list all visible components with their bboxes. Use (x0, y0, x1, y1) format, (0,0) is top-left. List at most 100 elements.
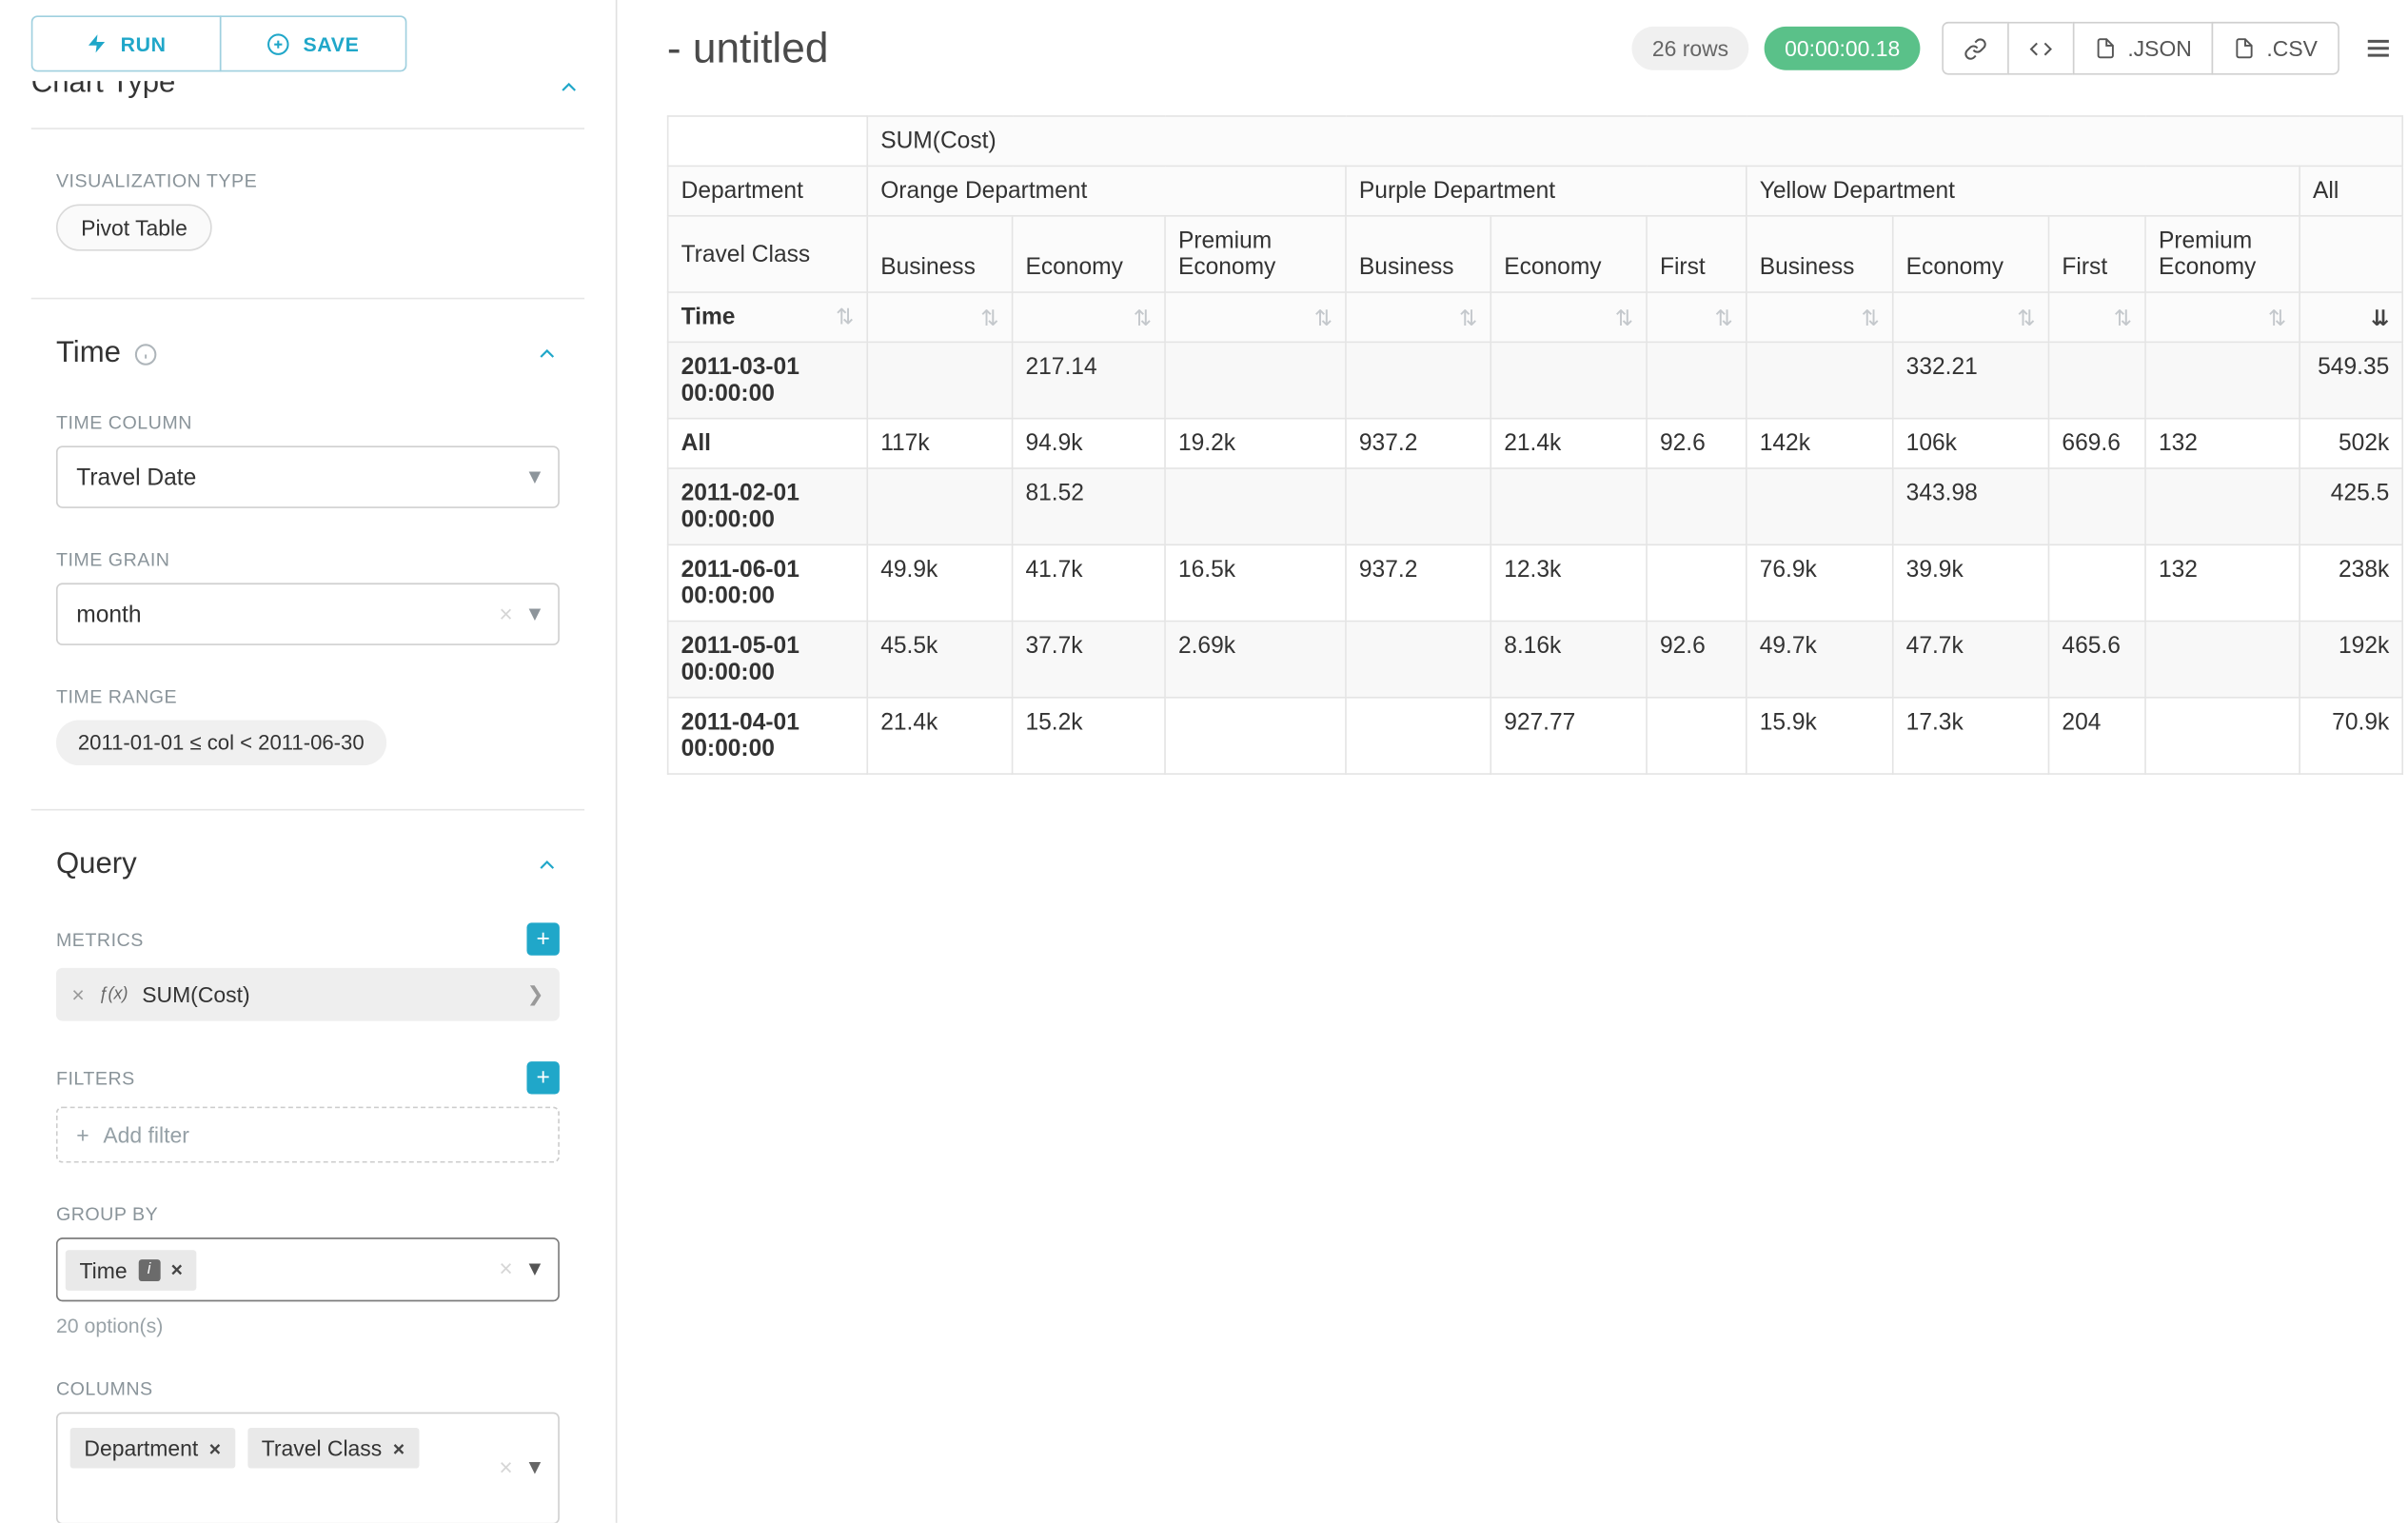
columns-select[interactable]: Department × Travel Class × × ▼ (56, 1413, 560, 1523)
sort-cell: ⇅ (1747, 292, 1893, 342)
value-cell (2048, 468, 2145, 544)
clear-icon[interactable]: × (499, 601, 512, 627)
sort-icon[interactable]: ⇅ (1314, 307, 1332, 332)
row-header: 2011-04-01 00:00:00 (668, 698, 868, 774)
file-icon (2095, 37, 2117, 59)
value-cell (867, 342, 1012, 418)
chevron-up-icon[interactable] (535, 853, 560, 878)
table-row: 2011-03-01 00:00:00217.14332.21549.35 (668, 342, 2403, 418)
value-cell (1346, 698, 1490, 774)
clear-icon[interactable]: × (499, 1455, 512, 1482)
menu-button[interactable] (2359, 28, 2399, 69)
sort-icon[interactable]: ⇅ (836, 307, 854, 328)
chart-type-heading-text: Chart Type (31, 81, 584, 101)
add-filter-button[interactable]: + Add filter (56, 1107, 560, 1163)
value-cell: 142k (1747, 419, 1893, 468)
value-cell: 17.3k (1893, 698, 2049, 774)
row-header: 2011-02-01 00:00:00 (668, 468, 868, 544)
query-section-header: Query (56, 848, 560, 882)
column-leaf-header: Premium Economy (1165, 216, 1346, 292)
embed-code-button[interactable] (2007, 22, 2074, 75)
value-cell (2048, 544, 2145, 621)
metric-chip[interactable]: × ƒ(x) SUM(Cost) ❯ (56, 968, 560, 1021)
column-leaf-header: Economy (1013, 216, 1165, 292)
share-link-button[interactable] (1942, 22, 2008, 75)
clear-icon[interactable]: × (499, 1256, 512, 1283)
remove-chip-icon[interactable]: × (393, 1436, 405, 1460)
chevron-right-icon[interactable]: ❯ (527, 982, 544, 1006)
value-cell (1346, 622, 1490, 698)
sort-icon[interactable]: ⇅ (980, 307, 998, 332)
add-metric-button[interactable]: + (526, 922, 559, 955)
time-column-select[interactable]: Travel Date ▼ (56, 445, 560, 508)
function-icon: ƒ(x) (98, 985, 128, 1004)
visualization-type-pill[interactable]: Pivot Table (56, 205, 212, 251)
value-cell: 21.4k (1490, 419, 1647, 468)
value-cell: 94.9k (1013, 419, 1165, 468)
value-cell: 92.6 (1647, 622, 1747, 698)
value-cell (1165, 468, 1346, 544)
divider (31, 128, 584, 129)
chevron-up-icon[interactable] (535, 342, 560, 366)
info-icon[interactable] (133, 342, 157, 366)
link-icon (1964, 36, 1987, 60)
time-range-pill[interactable]: 2011-01-01 ≤ col < 2011-06-30 (56, 721, 386, 765)
sort-icon[interactable]: ⇅ (2017, 307, 2035, 332)
sort-icon[interactable]: ⇅ (1134, 307, 1152, 332)
columns-chip[interactable]: Travel Class × (247, 1428, 419, 1469)
sort-cell: ⇅ (1346, 292, 1490, 342)
export-csv-button[interactable]: .CSV (2212, 22, 2339, 75)
pivot-corner-cell (668, 116, 868, 166)
column-group-header: Orange Department (867, 166, 1346, 215)
remove-metric-icon[interactable]: × (71, 982, 84, 1007)
add-filter-plus-button[interactable]: + (526, 1061, 559, 1094)
column-leaf-header: Business (1747, 216, 1893, 292)
save-button[interactable]: SAVE (220, 15, 407, 71)
table-row: 2011-06-01 00:00:0049.9k41.7k16.5k937.21… (668, 544, 2403, 621)
explore-view: RUN SAVE Chart Type VISUALIZATION TYPE P… (0, 0, 2408, 1523)
export-button-group: .JSON .CSV (1942, 22, 2339, 75)
group-by-chip[interactable]: Time i × (66, 1249, 197, 1290)
value-cell (2145, 698, 2299, 774)
value-cell: 927.77 (1490, 698, 1647, 774)
row-header: All (668, 419, 868, 468)
column-leaf-header: Business (1346, 216, 1490, 292)
value-cell (2048, 342, 2145, 418)
sort-icon[interactable]: ⇅ (1459, 307, 1477, 332)
sort-icon[interactable]: ⇅ (1862, 307, 1880, 332)
sort-icon[interactable]: ⇅ (2268, 307, 2286, 332)
column-group-header: All (2299, 166, 2402, 215)
export-json-button[interactable]: .JSON (2073, 22, 2214, 75)
value-cell: 502k (2299, 419, 2402, 468)
time-row-header: Time⇅ (668, 292, 868, 342)
remove-chip-icon[interactable]: × (170, 1257, 182, 1281)
sort-icon[interactable]: ⇅ (1615, 307, 1633, 332)
sort-icon[interactable]: ⇅ (1715, 307, 1733, 332)
value-cell (1490, 468, 1647, 544)
value-cell: 15.9k (1747, 698, 1893, 774)
row-header: 2011-03-01 00:00:00 (668, 342, 868, 418)
value-cell: 132 (2145, 544, 2299, 621)
value-cell: 204 (2048, 698, 2145, 774)
value-cell (867, 468, 1012, 544)
columns-chip[interactable]: Department × (70, 1428, 235, 1469)
chevron-up-icon[interactable] (557, 81, 582, 100)
remove-chip-icon[interactable]: × (209, 1436, 221, 1460)
value-cell: 92.6 (1647, 419, 1747, 468)
value-cell: 47.7k (1893, 622, 2049, 698)
value-cell: 37.7k (1013, 622, 1165, 698)
sort-icon[interactable]: ⇅ (2114, 307, 2132, 332)
column-leaf-header: Economy (1893, 216, 2049, 292)
run-label: RUN (121, 32, 167, 56)
sort-icon[interactable]: ⇊ (2371, 307, 2389, 332)
value-cell: 16.5k (1165, 544, 1346, 621)
info-icon[interactable]: i (138, 1258, 160, 1280)
group-by-select[interactable]: Time i × × ▼ (56, 1237, 560, 1301)
chart-area: - untitled 26 rows 00:00:00.18 .JSON (617, 0, 2407, 1523)
column-leaf-header: Business (867, 216, 1012, 292)
time-column-value: Travel Date (76, 464, 196, 490)
divider (31, 809, 584, 811)
run-button[interactable]: RUN (31, 15, 222, 71)
value-cell: 15.2k (1013, 698, 1165, 774)
time-grain-select[interactable]: month × ▼ (56, 583, 560, 645)
